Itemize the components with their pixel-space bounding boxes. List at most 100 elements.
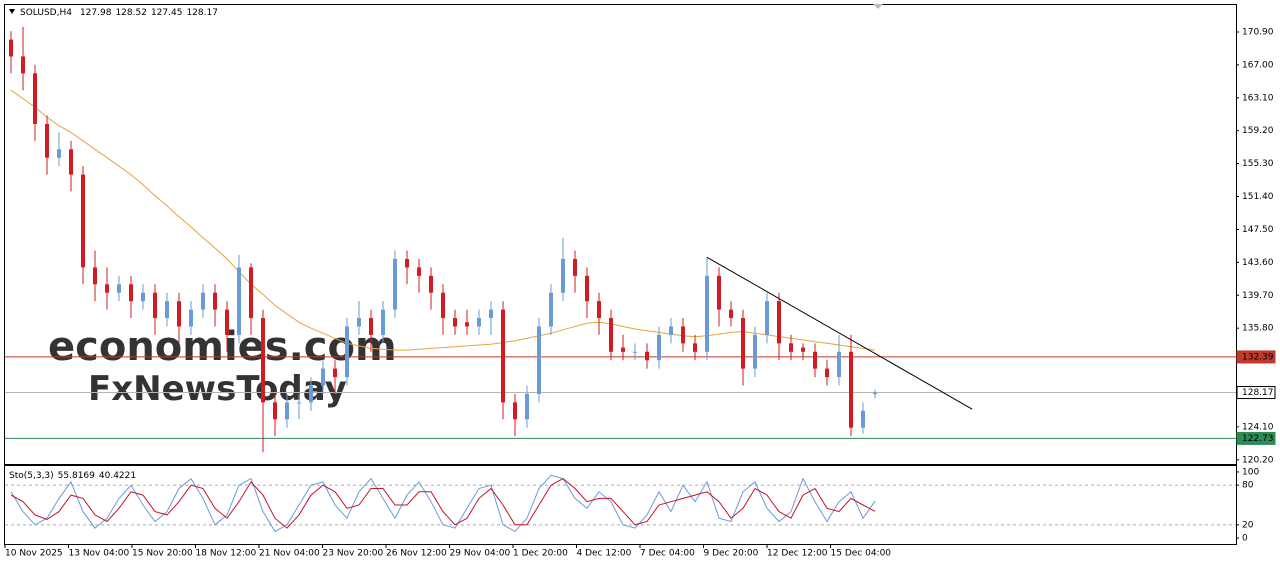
candle-body bbox=[201, 292, 205, 310]
y-tick-label: 159.20 bbox=[1242, 126, 1274, 136]
header-part: 128.52 bbox=[115, 8, 147, 18]
candle-body bbox=[249, 267, 253, 319]
candle-body bbox=[549, 292, 553, 327]
candle-body bbox=[597, 301, 601, 319]
stoch-k bbox=[10, 474, 876, 533]
candle-body bbox=[633, 351, 637, 353]
candle-body bbox=[177, 301, 181, 327]
candle-body bbox=[753, 334, 757, 369]
chart-header: SOLUSD,H4 127.98 128.52 127.45 128.17 bbox=[20, 8, 218, 18]
candle-body bbox=[369, 318, 373, 335]
candle-body bbox=[825, 368, 829, 378]
candle-body bbox=[561, 258, 565, 293]
x-tick-label: 7 Dec 04:00 bbox=[640, 549, 695, 559]
candle-body bbox=[141, 292, 145, 302]
price-label: 132.39 bbox=[1242, 352, 1274, 362]
candle-body bbox=[405, 258, 409, 268]
candle-body bbox=[321, 368, 325, 386]
candle-body bbox=[81, 174, 85, 268]
y-tick-label: 147.50 bbox=[1242, 225, 1274, 235]
candle-body bbox=[357, 318, 361, 327]
header-part: 127.45 bbox=[151, 8, 183, 18]
x-tick-label: 18 Nov 12:00 bbox=[196, 549, 257, 559]
x-tick-label: 29 Nov 04:00 bbox=[450, 549, 511, 559]
x-tick-label: 15 Nov 20:00 bbox=[132, 549, 193, 559]
x-tick-label: 10 Nov 2025 bbox=[5, 549, 63, 559]
watermark: FxNewsToday bbox=[88, 369, 347, 409]
candle-body bbox=[189, 309, 193, 327]
candle-body bbox=[129, 284, 133, 302]
candle-body bbox=[345, 326, 349, 378]
indicator-tick-label: 20 bbox=[1242, 520, 1254, 530]
indicator-label: Sto(5,3,3) 55.8169 40.4221 bbox=[9, 471, 136, 481]
candle-body bbox=[801, 347, 805, 352]
y-tick-label: 163.10 bbox=[1242, 93, 1274, 103]
candle-body bbox=[225, 309, 229, 335]
x-tick-label: 1 Dec 20:00 bbox=[513, 549, 568, 559]
candle-body bbox=[525, 393, 529, 420]
candle-body bbox=[333, 368, 337, 378]
x-tick-label: 21 Nov 04:00 bbox=[259, 549, 320, 559]
price-label: 122.73 bbox=[1242, 434, 1274, 444]
x-tick-label: 9 Dec 20:00 bbox=[704, 549, 759, 559]
y-tick-label: 170.90 bbox=[1242, 28, 1274, 38]
y-tick-label: 151.40 bbox=[1242, 192, 1274, 202]
stoch-d bbox=[10, 477, 876, 529]
y-tick-label: 124.10 bbox=[1242, 422, 1274, 432]
candle-body bbox=[501, 309, 505, 403]
main-frame bbox=[4, 4, 1237, 465]
candle-body bbox=[237, 267, 241, 335]
candle-body bbox=[657, 334, 661, 361]
candle-body bbox=[309, 385, 313, 403]
candle-body bbox=[621, 347, 625, 352]
x-tick-label: 15 Dec 04:00 bbox=[831, 549, 892, 559]
candle-body bbox=[93, 267, 97, 285]
candle-body bbox=[693, 343, 697, 352]
candle-body bbox=[9, 39, 13, 57]
candle-body bbox=[165, 301, 169, 319]
candle-body bbox=[417, 267, 421, 276]
candle-body bbox=[585, 275, 589, 302]
x-tick-label: 23 Nov 20:00 bbox=[323, 549, 384, 559]
indicator-value: 40.4221 bbox=[99, 471, 136, 481]
price-label-box bbox=[1236, 431, 1276, 445]
indicator-tick-label: 0 bbox=[1242, 534, 1248, 544]
candle-body bbox=[573, 258, 577, 276]
header-part: 127.98 bbox=[80, 8, 112, 18]
candle-body bbox=[645, 351, 649, 361]
candle-body bbox=[729, 309, 733, 319]
candle-body bbox=[537, 326, 541, 394]
y-tick-label: 155.30 bbox=[1242, 159, 1274, 169]
candle-body bbox=[153, 292, 157, 319]
candle-body bbox=[465, 322, 469, 327]
indicator-name: Sto(5,3,3) bbox=[9, 471, 54, 481]
candle-body bbox=[873, 392, 877, 395]
candle-body bbox=[429, 275, 433, 293]
moving-average bbox=[10, 89, 876, 351]
candle-body bbox=[441, 292, 445, 319]
price-label: 128.17 bbox=[1242, 388, 1274, 398]
candle-body bbox=[45, 123, 49, 158]
price-label-box bbox=[1236, 350, 1276, 364]
candle-body bbox=[393, 258, 397, 310]
y-tick-label: 135.80 bbox=[1242, 324, 1274, 334]
candle-body bbox=[477, 318, 481, 327]
candle-body bbox=[609, 318, 613, 352]
candle-body bbox=[789, 343, 793, 352]
y-tick-label: 139.70 bbox=[1242, 291, 1274, 301]
candle-body bbox=[69, 149, 73, 175]
candle-body bbox=[273, 402, 277, 420]
indicator-tick-label: 100 bbox=[1242, 467, 1259, 477]
candle-body bbox=[837, 351, 841, 378]
candle-body bbox=[705, 275, 709, 352]
scroll-marker bbox=[873, 4, 883, 9]
watermark: economies.com bbox=[48, 324, 397, 370]
candle-body bbox=[717, 275, 721, 310]
candle-body bbox=[453, 318, 457, 327]
candle-body bbox=[489, 309, 493, 319]
candle-body bbox=[117, 284, 121, 293]
indicator-value: 55.8169 bbox=[58, 471, 95, 481]
candle-body bbox=[849, 351, 853, 428]
